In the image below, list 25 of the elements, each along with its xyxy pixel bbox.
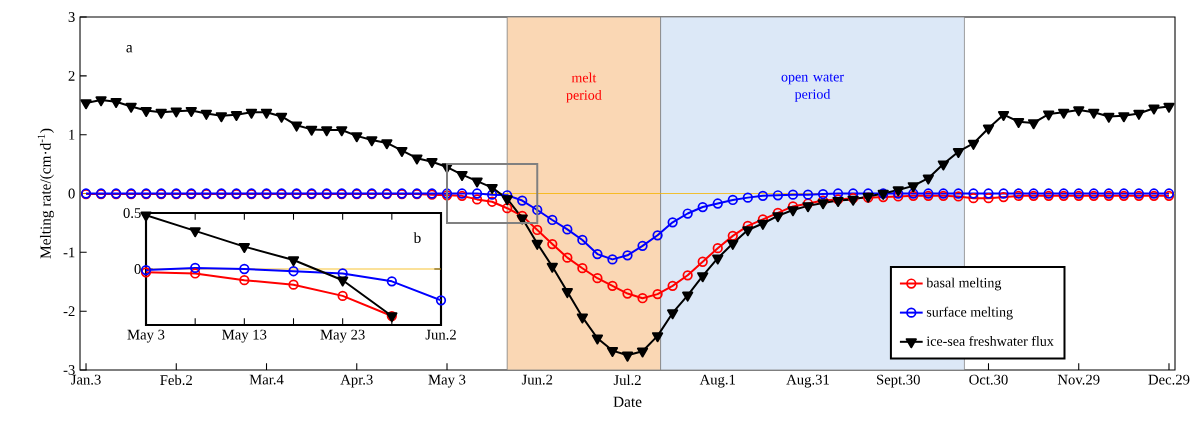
- x-tick-label: Mar.4: [249, 374, 284, 385]
- x-tick-label: Aug.31: [786, 374, 829, 388]
- x-tick-label: Jan.3: [71, 374, 101, 385]
- y-tick-label: 0: [68, 188, 75, 199]
- y-tick-label: -2: [63, 306, 75, 317]
- x-tick-label: Dec.29: [1148, 374, 1190, 385]
- y-tick-label: 1: [69, 129, 75, 140]
- y-axis-title: Melting rate/(cm·d$^{-1}$): [37, 128, 54, 259]
- x-tick-label: Jun.2: [521, 374, 553, 385]
- x-tick-label: Sept.30: [877, 374, 920, 388]
- x-tick-label: Nov.29: [1057, 374, 1100, 385]
- annotation: a: [126, 45, 133, 53]
- x-tick-label: Oct.30: [969, 374, 1008, 385]
- y-tick-label: -1: [63, 247, 75, 258]
- band-label: open water period: [781, 73, 844, 102]
- x-tick-label: Aug.1: [699, 374, 735, 388]
- x-tick-label: Jul.2: [613, 374, 641, 386]
- band-label: melt period: [566, 72, 602, 103]
- y-tick-label: 2: [68, 70, 75, 81]
- y-tick-label: -3: [63, 365, 75, 375]
- y-tick-label: 3: [68, 12, 75, 22]
- x-axis-title: Date: [613, 396, 642, 407]
- x-tick-label: Apr.3: [340, 374, 373, 388]
- x-tick-label: May 3: [428, 374, 466, 388]
- x-tick-label: Feb.2: [160, 374, 192, 386]
